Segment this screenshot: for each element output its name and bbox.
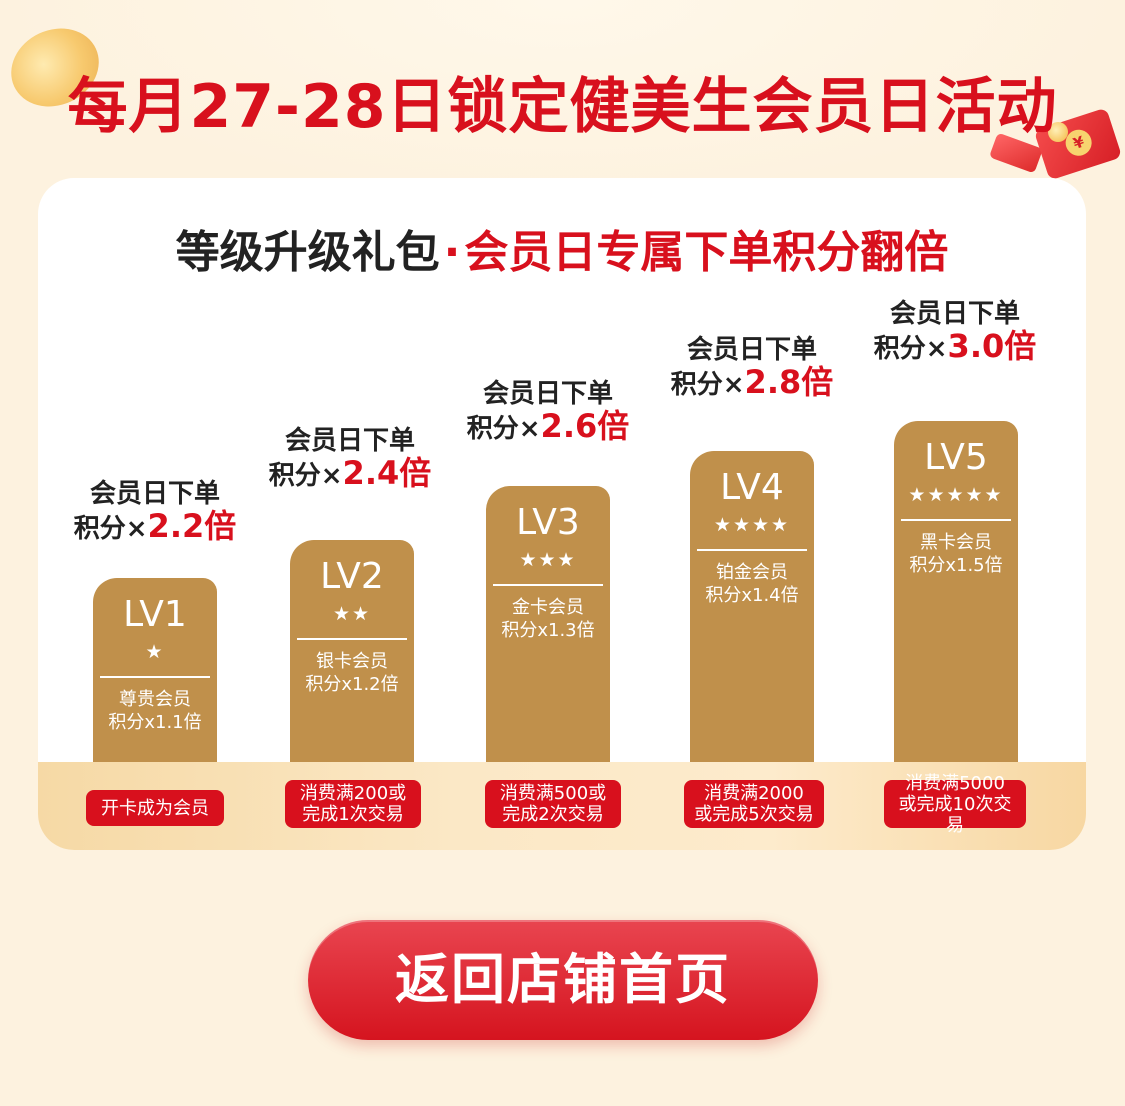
level-1-tier-points: 积分x1.1倍 (108, 712, 202, 733)
card-title-highlight: 会员日专属下单积分翻倍 (464, 227, 949, 278)
level-1-bar: LV1 ★ 尊贵会员 积分x1.1倍 (93, 578, 217, 762)
level-3-tier-name: 金卡会员 (512, 597, 584, 618)
level-2-stars-icon: ★★ (332, 603, 372, 625)
level-3-requirement: 消费满500或 完成2次交易 (485, 780, 621, 828)
level-5-stars-icon: ★★★★★ (908, 484, 1004, 506)
level-2-name: LV2 (320, 556, 384, 597)
level-4-bar: LV4 ★★★★ 铂金会员 积分x1.4倍 (690, 451, 814, 762)
level-2-bar: LV2 ★★ 银卡会员 积分x1.2倍 (290, 540, 414, 762)
level-5-bonus-label: 会员日下单 积分×3.0倍 (873, 299, 1037, 365)
level-5-divider (901, 519, 1011, 521)
level-2-tier-points: 积分x1.2倍 (305, 674, 399, 695)
level-2-bonus-label: 会员日下单 积分×2.4倍 (268, 426, 432, 492)
level-2-tier-name: 银卡会员 (316, 651, 388, 672)
level-4-bonus-label: 会员日下单 积分×2.8倍 (670, 335, 834, 401)
level-5-tier-points: 积分x1.5倍 (909, 555, 1003, 576)
level-4-tier-points: 积分x1.4倍 (705, 585, 799, 606)
level-1-bonus-label: 会员日下单 积分×2.2倍 (73, 479, 237, 545)
level-4-name: LV4 (720, 467, 784, 508)
card-title-separator: · (443, 227, 461, 278)
level-1-divider (100, 676, 210, 678)
level-4-requirement: 消费满2000 或完成5次交易 (684, 780, 824, 828)
card-title: 等级升级礼包·会员日专属下单积分翻倍 (38, 216, 1086, 280)
level-1-stars-icon: ★ (145, 641, 165, 663)
level-2-requirement: 消费满200或 完成1次交易 (285, 780, 421, 828)
level-4-tier-name: 铂金会员 (716, 562, 788, 583)
membership-card: 等级升级礼包·会员日专属下单积分翻倍 会员日下单 积分×2.2倍 LV1 ★ 尊… (38, 178, 1086, 850)
level-3-bar: LV3 ★★★ 金卡会员 积分x1.3倍 (486, 486, 610, 762)
level-1-name: LV1 (123, 594, 187, 635)
level-2-divider (297, 638, 407, 640)
card-title-main: 等级升级礼包 (175, 227, 440, 278)
level-3-tier-points: 积分x1.3倍 (501, 620, 595, 641)
background-glow (0, 0, 1125, 200)
level-3-stars-icon: ★★★ (519, 549, 577, 571)
level-5-bar: LV5 ★★★★★ 黑卡会员 积分x1.5倍 (894, 421, 1018, 762)
gold-coin-small-icon (1048, 122, 1068, 142)
back-to-store-button[interactable]: 返回店铺首页 (308, 920, 818, 1040)
level-1-requirement: 开卡成为会员 (86, 790, 224, 826)
level-3-name: LV3 (516, 502, 580, 543)
level-4-divider (697, 549, 807, 551)
page-headline: 每月27-28日锁定健美生会员日活动 (67, 72, 1058, 142)
level-1-tier-name: 尊贵会员 (119, 689, 191, 710)
level-4-stars-icon: ★★★★ (713, 514, 791, 536)
level-5-requirement: 消费满5000 或完成10次交易 (884, 773, 1026, 836)
level-5-name: LV5 (924, 437, 988, 478)
level-3-divider (493, 584, 603, 586)
level-3-bonus-label: 会员日下单 积分×2.6倍 (466, 379, 630, 445)
level-5-tier-name: 黑卡会员 (920, 532, 992, 553)
